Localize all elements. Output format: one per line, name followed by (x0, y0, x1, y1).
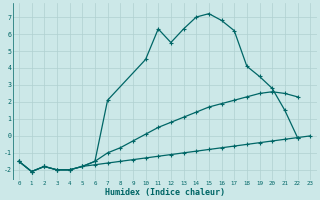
X-axis label: Humidex (Indice chaleur): Humidex (Indice chaleur) (105, 188, 225, 197)
